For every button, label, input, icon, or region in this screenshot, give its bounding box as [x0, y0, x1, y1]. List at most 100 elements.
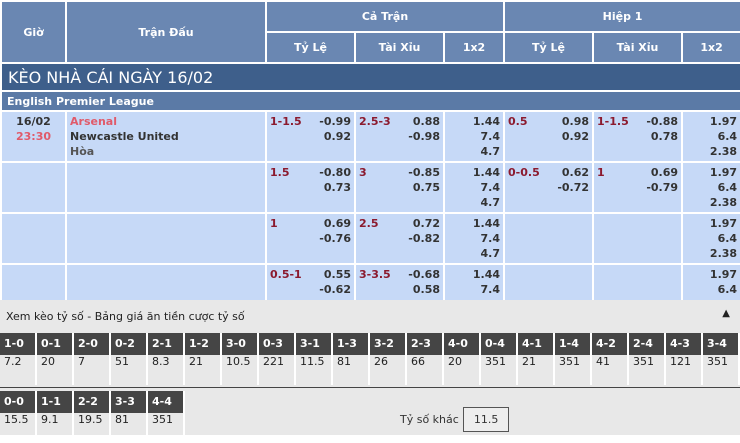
- odds-value[interactable]: 1.97: [709, 268, 738, 281]
- odds-value[interactable]: -0.80: [319, 166, 351, 179]
- score-cell[interactable]: 4-3 121: [666, 333, 703, 385]
- score-cell[interactable]: 1-4 351: [555, 333, 592, 385]
- odds-value[interactable]: -0.68: [408, 268, 440, 281]
- score-cell[interactable]: 2-3 66: [407, 333, 444, 385]
- score-odds[interactable]: 21: [189, 355, 203, 368]
- odds-value[interactable]: 0.92: [323, 130, 351, 143]
- collapse-triangle-icon[interactable]: ▲: [722, 308, 730, 319]
- odds-value[interactable]: 2.38: [709, 247, 738, 260]
- score-cell[interactable]: 2-1 8.3: [148, 333, 185, 385]
- odds-value[interactable]: -0.76: [319, 232, 351, 245]
- score-odds[interactable]: 10.5: [226, 355, 251, 368]
- score-odds[interactable]: 26: [374, 355, 388, 368]
- odds-value[interactable]: -0.99: [319, 115, 351, 128]
- score-cell[interactable]: 0-2 51: [111, 333, 148, 385]
- score-odds[interactable]: 351: [485, 355, 506, 368]
- score-cell[interactable]: 0-4 351: [481, 333, 518, 385]
- odds-value[interactable]: 0.69: [323, 217, 351, 230]
- odds-value[interactable]: 1.44: [472, 217, 501, 230]
- odds-value[interactable]: 6.4: [717, 181, 738, 194]
- score-cell[interactable]: 2-2 19.5: [74, 391, 111, 443]
- odds-value[interactable]: 0.62: [561, 166, 590, 179]
- score-odds[interactable]: 351: [559, 355, 580, 368]
- odds-value[interactable]: 2.38: [709, 145, 738, 158]
- score-odds[interactable]: 81: [115, 413, 129, 426]
- score-cell[interactable]: 0-3 221: [259, 333, 296, 385]
- odds-value[interactable]: 6.4: [717, 232, 738, 245]
- score-cell[interactable]: 3-0 10.5: [222, 333, 259, 385]
- score-odds[interactable]: 7.2: [4, 355, 22, 368]
- odds-value[interactable]: 0.72: [412, 217, 440, 230]
- odds-value[interactable]: 0.69: [650, 166, 679, 179]
- odds-value[interactable]: 1.97: [709, 115, 738, 128]
- score-cell[interactable]: 4-4 351: [148, 391, 185, 443]
- score-cell[interactable]: 2-0 7: [74, 333, 111, 385]
- odds-value[interactable]: 6.4: [717, 130, 738, 143]
- home-team[interactable]: Arsenal: [70, 115, 117, 128]
- score-cell[interactable]: 1-3 81: [333, 333, 370, 385]
- odds-value[interactable]: -0.88: [646, 115, 679, 128]
- score-odds[interactable]: 15.5: [4, 413, 29, 426]
- odds-value[interactable]: 7.4: [480, 283, 501, 296]
- score-cell[interactable]: 3-1 11.5: [296, 333, 333, 385]
- odds-value[interactable]: -0.62: [319, 283, 351, 296]
- odds-value[interactable]: 0.73: [323, 181, 351, 194]
- score-odds[interactable]: 351: [707, 355, 728, 368]
- correct-score-header[interactable]: Xem kèo tỷ số - Bảng giá ăn tiền cược tỷ…: [0, 300, 740, 333]
- odds-value[interactable]: 1.97: [709, 166, 738, 179]
- score-cell[interactable]: 3-4 351: [703, 333, 740, 385]
- odds-value[interactable]: -0.82: [408, 232, 440, 245]
- score-odds[interactable]: 66: [411, 355, 425, 368]
- score-cell[interactable]: 0-0 15.5: [0, 391, 37, 443]
- odds-value[interactable]: 1.44: [472, 115, 501, 128]
- score-odds[interactable]: 351: [152, 413, 173, 426]
- odds-value[interactable]: 2.38: [709, 196, 738, 209]
- score-odds[interactable]: 20: [448, 355, 462, 368]
- score-odds[interactable]: 81: [337, 355, 351, 368]
- odds-value[interactable]: 0.88: [412, 115, 440, 128]
- score-odds[interactable]: 221: [263, 355, 284, 368]
- score-odds[interactable]: 11.5: [300, 355, 325, 368]
- odds-value[interactable]: 4.7: [480, 145, 501, 158]
- odds-value[interactable]: 1.44: [472, 166, 501, 179]
- other-score-value[interactable]: 11.5: [462, 407, 510, 432]
- score-odds[interactable]: 9.1: [41, 413, 59, 426]
- score-cell[interactable]: 0-1 20: [37, 333, 74, 385]
- odds-value[interactable]: 4.7: [480, 247, 501, 260]
- score-odds[interactable]: 351: [633, 355, 654, 368]
- odds-value[interactable]: 0.55: [323, 268, 351, 281]
- odds-value[interactable]: 6.4: [717, 283, 738, 296]
- score-cell[interactable]: 4-1 21: [518, 333, 555, 385]
- odds-value[interactable]: -0.79: [646, 181, 679, 194]
- score-cell[interactable]: 4-2 41: [592, 333, 629, 385]
- odds-value[interactable]: 7.4: [480, 181, 501, 194]
- odds-value[interactable]: 0.78: [650, 130, 679, 143]
- odds-value[interactable]: -0.98: [408, 130, 440, 143]
- odds-value[interactable]: 1.44: [472, 268, 501, 281]
- score-odds[interactable]: 121: [670, 355, 691, 368]
- score-cell[interactable]: 3-2 26: [370, 333, 407, 385]
- score-cell[interactable]: 3-3 81: [111, 391, 148, 443]
- odds-value[interactable]: 7.4: [480, 232, 501, 245]
- score-cell[interactable]: 1-0 7.2: [0, 333, 37, 385]
- odds-value[interactable]: 4.7: [480, 196, 501, 209]
- score-cell[interactable]: 4-0 20: [444, 333, 481, 385]
- score-odds[interactable]: 51: [115, 355, 129, 368]
- odds-value[interactable]: 0.98: [561, 115, 590, 128]
- odds-value[interactable]: -0.72: [557, 181, 590, 194]
- score-cell[interactable]: 2-4 351: [629, 333, 666, 385]
- score-odds[interactable]: 19.5: [78, 413, 103, 426]
- score-cell[interactable]: 1-2 21: [185, 333, 222, 385]
- odds-value[interactable]: 0.58: [412, 283, 440, 296]
- away-team[interactable]: Newcastle United: [70, 130, 179, 143]
- score-odds[interactable]: 7: [78, 355, 85, 368]
- score-odds[interactable]: 41: [596, 355, 610, 368]
- odds-value[interactable]: 1.97: [709, 217, 738, 230]
- odds-value[interactable]: 0.75: [412, 181, 440, 194]
- odds-value[interactable]: 7.4: [480, 130, 501, 143]
- score-odds[interactable]: 21: [522, 355, 536, 368]
- score-odds[interactable]: 20: [41, 355, 55, 368]
- odds-value[interactable]: 0.92: [561, 130, 590, 143]
- odds-value[interactable]: -0.85: [408, 166, 440, 179]
- score-odds[interactable]: 8.3: [152, 355, 170, 368]
